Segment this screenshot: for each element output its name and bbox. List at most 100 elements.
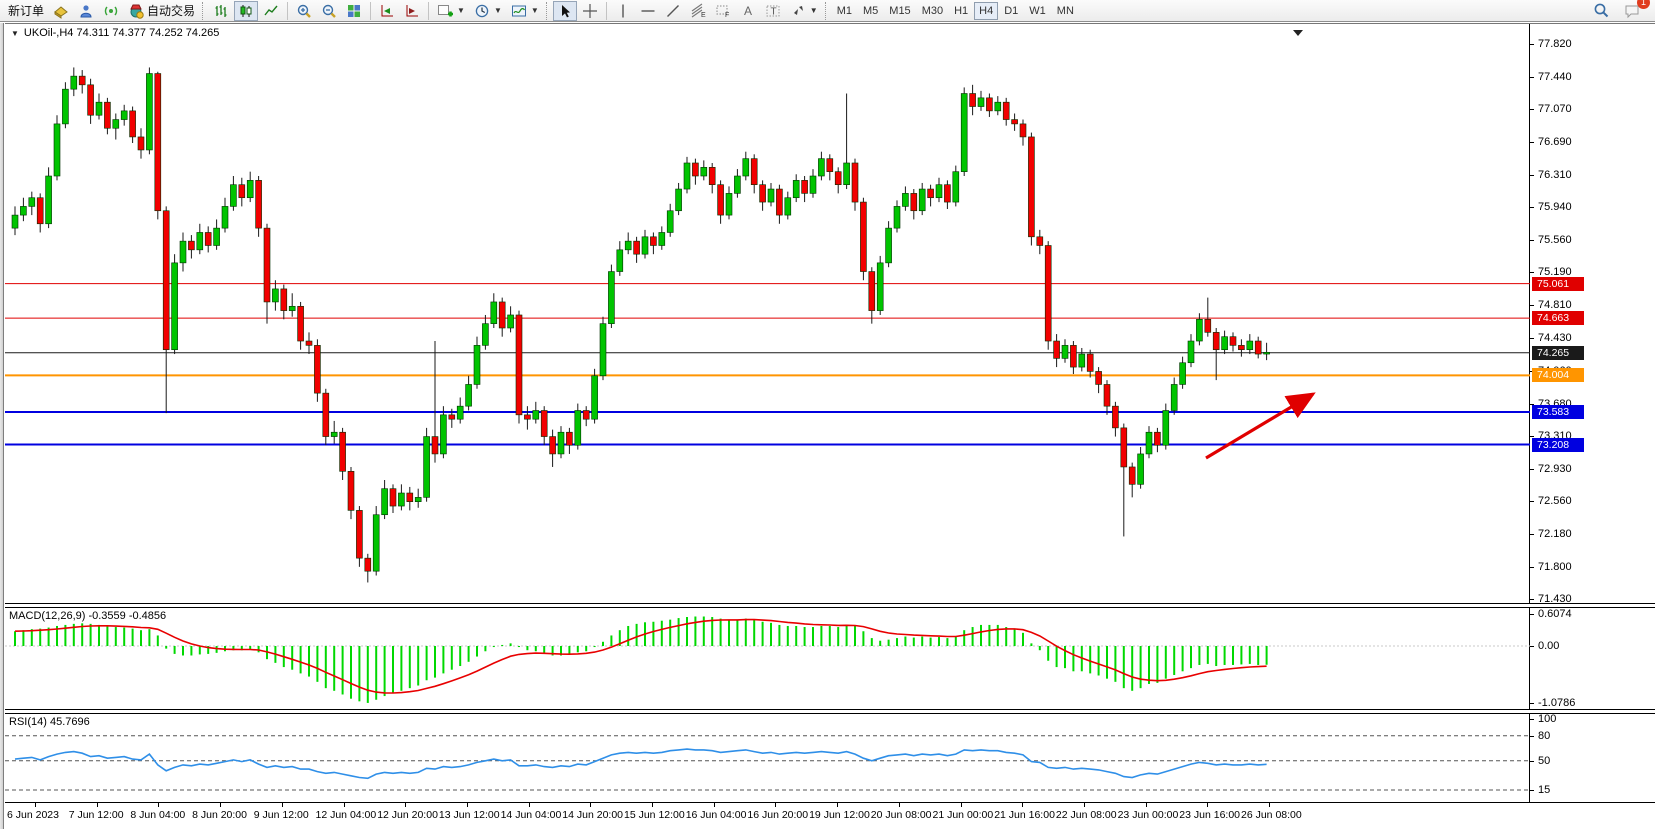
time-tick: [1269, 803, 1270, 807]
crosshair-tool-button[interactable]: [578, 1, 602, 21]
price-tick: [1530, 500, 1534, 502]
rsi-plot[interactable]: [5, 714, 1530, 802]
chart-shift-icon: [406, 4, 419, 16]
time-tick: [35, 803, 36, 807]
rsi-tick-label: 15: [1538, 783, 1551, 796]
rsi-label: RSI(14) 45.7696: [9, 716, 90, 728]
rsi-tick: [1530, 735, 1534, 737]
time-tick: [343, 803, 345, 807]
market-watch-button[interactable]: [49, 1, 73, 21]
timeframe-button-m15[interactable]: M15: [884, 2, 915, 20]
bar-chart-mode-button[interactable]: [209, 1, 233, 21]
price-plot[interactable]: [5, 24, 1530, 603]
caret-down-icon: ▼: [457, 6, 465, 15]
current-price-badge: 74.265: [1532, 345, 1584, 360]
cursor-tool-button[interactable]: [552, 0, 577, 21]
macd-plot[interactable]: [5, 608, 1530, 709]
toolbar-handle[interactable]: [824, 1, 829, 20]
chart-title-bar[interactable]: ▼ UKOil-,H4 74.311 74.377 74.252 74.265: [11, 27, 219, 39]
price-axis[interactable]: 77.820 77.440 77.070 76.690 76.310 75.940 75.5…: [1530, 24, 1655, 605]
price-tick: [1530, 142, 1534, 144]
auto-scroll-button[interactable]: [375, 1, 399, 21]
time-tick: [96, 803, 98, 807]
auto-trading-button[interactable]: 自动交易: [124, 1, 199, 21]
time-tick-label: 14 Jun 20:00: [562, 809, 624, 821]
rsi-axis[interactable]: 100 80 50 15: [1530, 713, 1655, 802]
indicators-button[interactable]: ▼: [433, 1, 469, 21]
timeframe-button-m30[interactable]: M30: [917, 2, 948, 20]
text-label-tool-button[interactable]: T: [761, 1, 785, 21]
time-tick-label: 6 Jun 2023: [7, 809, 59, 821]
time-tick: [775, 803, 777, 807]
zoom-in-button[interactable]: [292, 1, 316, 21]
caret-down-icon: ▼: [530, 6, 539, 15]
search-button[interactable]: [1589, 1, 1614, 21]
timeframe-button-mn[interactable]: MN: [1052, 2, 1079, 20]
price-tick: [1530, 240, 1534, 242]
ohlc-bars-icon: [215, 4, 227, 17]
new-order-button[interactable]: 新订单: [4, 1, 48, 21]
auto-trading-label: 自动交易: [147, 4, 196, 18]
price-tick-label: 77.070: [1538, 103, 1572, 116]
time-tick: [590, 803, 592, 807]
macd-axis[interactable]: 0.6074 0.00 -1.0786: [1530, 608, 1655, 709]
arrows-tool-button[interactable]: ▼: [786, 1, 822, 21]
fibonacci-icon: E: [691, 3, 706, 19]
candlestick-mode-button[interactable]: [234, 0, 259, 21]
candlestick-chart-svg: [5, 30, 1530, 583]
accounts-button[interactable]: [74, 1, 98, 21]
price-tick: [1530, 468, 1534, 470]
time-tick: [652, 803, 653, 807]
templates-button[interactable]: ▼: [507, 1, 543, 21]
notifications-button[interactable]: 1: [1620, 0, 1650, 21]
macd-tick: [1530, 646, 1534, 647]
price-tick: [1530, 305, 1534, 307]
price-tick: [1530, 77, 1534, 78]
search-icon: [1594, 3, 1609, 18]
periods-button[interactable]: ▼: [470, 1, 506, 21]
clock-icon: [475, 4, 489, 17]
rsi-tick: [1530, 789, 1534, 791]
toolbar-handle[interactable]: [545, 1, 550, 20]
horizontal-line-tool-button[interactable]: [636, 1, 660, 21]
signals-button[interactable]: [99, 1, 123, 21]
zoom-out-button[interactable]: [317, 1, 341, 21]
price-line-badge: 75.061: [1532, 276, 1584, 291]
fibonacci-tool-button[interactable]: E: [686, 1, 710, 21]
grid-tool-button[interactable]: F: [711, 1, 735, 21]
toolbar-handle[interactable]: [202, 1, 206, 20]
tile-windows-button[interactable]: [342, 1, 366, 21]
price-tick: [1530, 272, 1534, 274]
chart-shift-button[interactable]: [400, 1, 424, 21]
timeframe-button-h1[interactable]: H1: [949, 2, 973, 20]
macd-label: MACD(12,26,9) -0.3559 -0.4856: [9, 610, 167, 622]
trendline-tool-button[interactable]: [661, 1, 685, 21]
macd-signal-line: [14, 618, 1267, 694]
text-a-icon: A: [744, 4, 752, 18]
text-tool-button[interactable]: A: [736, 1, 760, 21]
timeframe-button-h4[interactable]: H4: [974, 1, 999, 20]
timeframe-button-d1[interactable]: D1: [999, 2, 1023, 20]
timeframe-button-m1[interactable]: M1: [832, 2, 857, 20]
time-tick-label: 19 Jun 12:00: [809, 809, 870, 821]
auto-scroll-icon: [381, 4, 394, 16]
price-line-badge: 74.663: [1532, 311, 1584, 326]
time-tick-label: 16 Jun 04:00: [685, 809, 747, 821]
line-chart-mode-button[interactable]: [259, 1, 283, 21]
vertical-line-tool-button[interactable]: [611, 1, 635, 21]
svg-text:T: T: [770, 6, 776, 17]
chart-title: UKOil-,H4 74.311 74.377 74.252 74.265: [23, 27, 220, 39]
time-tick: [466, 803, 468, 807]
price-tick-label: 71.430: [1538, 592, 1572, 605]
rsi-chart-svg: [5, 735, 1530, 791]
time-tick: [898, 803, 900, 807]
svg-text:F: F: [725, 12, 729, 19]
collapse-triangle-icon[interactable]: ▼: [11, 28, 19, 38]
timeframe-button-m5[interactable]: M5: [858, 2, 883, 20]
tile-windows-icon: [348, 4, 361, 17]
horizontal-line-icon: [641, 9, 655, 12]
time-axis[interactable]: 6 Jun 2023 7 Jun 12:00 8 Jun 04:00 8 Jun 20…: [5, 803, 1655, 829]
price-tick: [1530, 435, 1534, 437]
timeframe-button-w1[interactable]: W1: [1024, 2, 1051, 20]
